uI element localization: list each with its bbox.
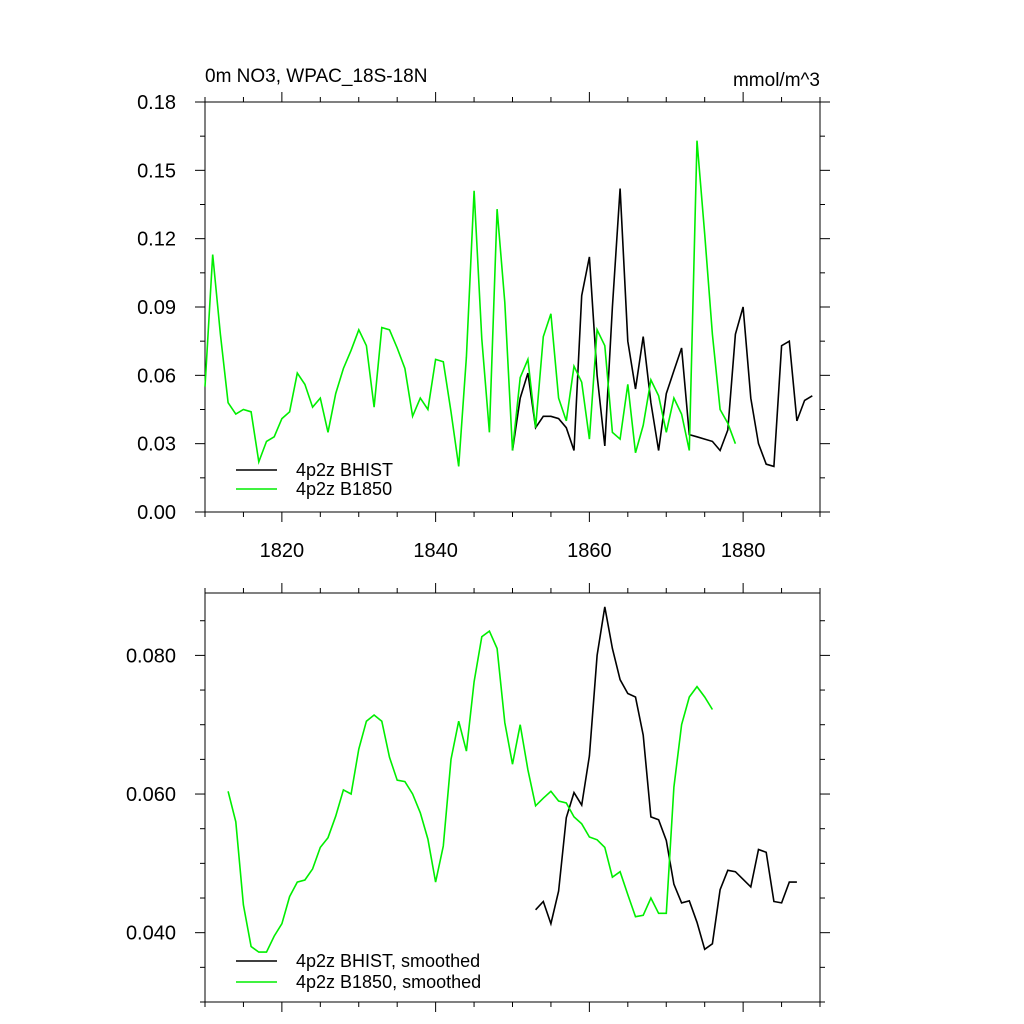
series-line-0 bbox=[511, 188, 813, 468]
panel-bottom: 0.040 0.060 0.080 4p2z BHIST, smoothed4p2z … bbox=[126, 583, 830, 1012]
y-tick-label: 0.040 bbox=[126, 923, 176, 945]
x-tick-label: 1880 bbox=[721, 540, 766, 562]
legend-label: 4p2z B1850, smoothed bbox=[296, 972, 481, 992]
legend-label: 4p2z B1850 bbox=[296, 479, 392, 499]
y-tick-label: 0.00 bbox=[137, 502, 176, 524]
series-line-0 bbox=[535, 606, 797, 951]
plot-frame bbox=[204, 592, 821, 1003]
panel-top: 1820 1840 1860 1880 0.00 0.03 0.06 0.09 0.12 0.15… bbox=[137, 66, 830, 562]
x-tick-label: 1860 bbox=[567, 540, 612, 562]
legend-label: 4p2z BHIST, smoothed bbox=[296, 951, 480, 971]
chart-title: 0m NO3, WPAC_18S-18N bbox=[205, 66, 427, 87]
legend-label: 4p2z BHIST bbox=[296, 460, 393, 480]
y-tick-label: 0.09 bbox=[137, 297, 176, 319]
y-tick-label: 0.060 bbox=[126, 784, 176, 806]
x-tick-label: 1840 bbox=[413, 540, 458, 562]
series-line-1 bbox=[227, 629, 714, 953]
units-label: mmol/m^3 bbox=[733, 70, 820, 91]
series-line-1 bbox=[204, 140, 737, 467]
x-tick-label: 1820 bbox=[260, 540, 305, 562]
y-tick-label: 0.15 bbox=[137, 160, 176, 182]
y-tick-label: 0.12 bbox=[137, 229, 176, 251]
y-tick-label: 0.06 bbox=[137, 365, 176, 387]
y-tick-label: 0.18 bbox=[137, 92, 176, 114]
y-tick-label: 0.03 bbox=[137, 434, 176, 456]
y-tick-label: 0.080 bbox=[126, 645, 176, 667]
